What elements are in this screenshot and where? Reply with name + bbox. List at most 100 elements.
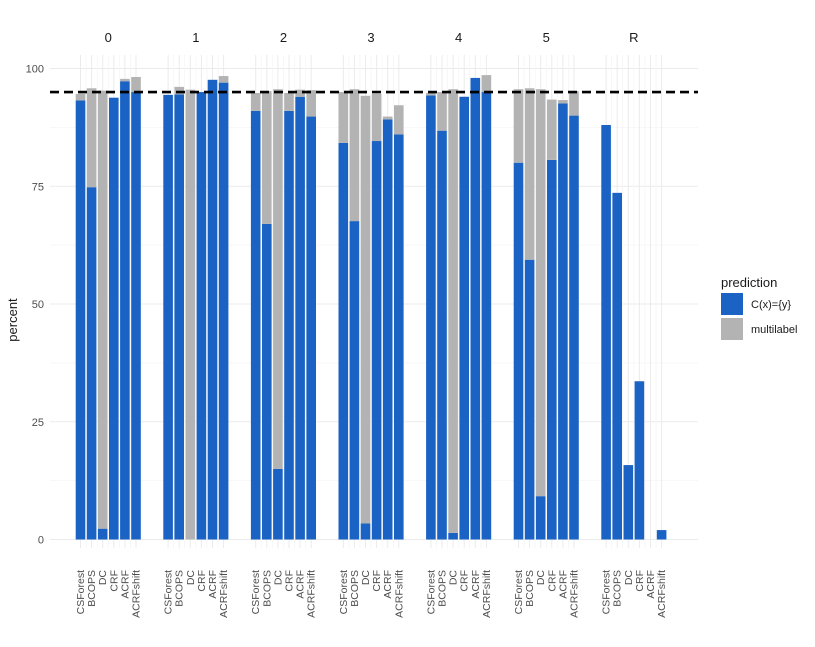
- bar-multilabel: [273, 89, 283, 469]
- x-tick-label: CRF: [634, 570, 646, 592]
- bar-exact: [338, 142, 349, 540]
- y-tick-label: 100: [26, 64, 44, 76]
- bar-exact: [75, 100, 86, 540]
- x-tick-label: ACRFshift: [306, 570, 318, 618]
- bar-exact: [131, 92, 141, 540]
- bar-exact: [174, 94, 184, 540]
- bar-exact: [250, 110, 261, 540]
- x-tick-label: BCOPS: [174, 570, 186, 607]
- y-axis-label: percent: [5, 298, 20, 342]
- x-tick-label: BCOPS: [524, 570, 536, 607]
- x-tick-label: DC: [448, 570, 460, 586]
- x-tick-label: CSForest: [75, 570, 87, 614]
- bar-exact: [612, 192, 622, 540]
- y-tick-label: 25: [32, 417, 44, 429]
- bars: [75, 75, 667, 540]
- x-tick-label: ACRFshift: [656, 570, 668, 618]
- facet-label: 1: [192, 30, 199, 45]
- bar-exact: [284, 110, 294, 540]
- bar-multilabel: [394, 105, 404, 135]
- x-tick-label: DC: [97, 570, 109, 586]
- bar-multilabel: [262, 91, 272, 224]
- bar-exact: [623, 465, 634, 540]
- bar-multilabel: [306, 90, 316, 117]
- bar-multilabel: [131, 76, 141, 93]
- bar-multilabel: [524, 88, 535, 260]
- facet-label: 0: [105, 30, 112, 45]
- x-tick-label: ACRF: [295, 570, 307, 599]
- bar-multilabel: [513, 89, 524, 163]
- x-tick-label: CSForest: [338, 570, 350, 614]
- x-tick-label: DC: [360, 570, 372, 586]
- bar-exact: [295, 96, 305, 540]
- x-tick-label: CRF: [371, 570, 383, 592]
- bar-exact: [120, 81, 130, 540]
- bar-exact: [634, 381, 645, 540]
- facet-label: 3: [367, 30, 374, 45]
- bar-multilabel: [448, 89, 458, 533]
- x-tick-label: BCOPS: [86, 570, 98, 607]
- bar-exact: [218, 82, 229, 540]
- bar-exact: [513, 162, 524, 540]
- x-tick-label: BCOPS: [437, 570, 449, 607]
- x-tick-label: BCOPS: [349, 570, 361, 607]
- x-tick-label: ACRF: [470, 570, 482, 599]
- bar-exact: [459, 96, 469, 540]
- bar-multilabel: [569, 91, 579, 116]
- x-tick-label: CRF: [284, 570, 296, 592]
- bar-multilabel: [120, 78, 130, 82]
- x-tick-label: DC: [623, 570, 635, 586]
- facet-label: 2: [280, 30, 287, 45]
- bar-exact: [196, 92, 207, 540]
- x-tick-label: DC: [535, 570, 547, 586]
- facet-label: 5: [543, 30, 550, 45]
- bar-exact: [371, 141, 382, 540]
- bar-multilabel: [535, 89, 546, 497]
- x-tick-label: ACRFshift: [218, 570, 230, 618]
- bar-exact: [558, 103, 568, 540]
- bar-exact: [470, 77, 481, 540]
- x-tick-label: ACRFshift: [131, 570, 143, 618]
- facet-label: 4: [455, 30, 462, 45]
- bar-exact: [524, 259, 535, 540]
- x-tick-label: BCOPS: [261, 570, 273, 607]
- bar-multilabel: [295, 89, 305, 97]
- bar-multilabel: [284, 92, 294, 111]
- bar-exact: [262, 223, 272, 540]
- x-tick-label: CRF: [196, 570, 208, 592]
- y-tick-label: 0: [38, 535, 44, 547]
- bar-exact: [394, 134, 404, 540]
- bar-multilabel: [338, 92, 349, 143]
- bar-multilabel: [437, 92, 447, 131]
- bar-exact: [349, 221, 360, 540]
- x-tick-label: CSForest: [425, 570, 437, 614]
- bar-multilabel: [481, 75, 492, 93]
- legend: prediction C(x)={y} multilabel: [721, 275, 797, 340]
- bar-exact: [163, 94, 173, 540]
- x-tick-label: ACRF: [207, 570, 219, 599]
- bar-exact: [273, 468, 283, 540]
- bar-multilabel: [97, 90, 108, 529]
- x-tick-label: DC: [272, 570, 284, 586]
- x-tick-label: ACRFshift: [481, 570, 493, 618]
- bar-multilabel: [382, 116, 393, 120]
- bar-multilabel: [349, 89, 360, 222]
- legend-label-exact: C(x)={y}: [751, 299, 791, 311]
- bar-exact: [426, 95, 436, 540]
- x-tick-label: DC: [185, 570, 197, 586]
- x-tick-label: CRF: [108, 570, 120, 592]
- x-tick-label: CRF: [546, 570, 558, 592]
- x-tick-label: CRF: [459, 570, 471, 592]
- x-tick-label: BCOPS: [612, 570, 624, 607]
- bar-exact: [448, 532, 458, 540]
- bar-multilabel: [426, 92, 436, 96]
- legend-swatch-exact: [721, 293, 743, 315]
- x-tick-label: ACRFshift: [393, 570, 405, 618]
- bar-exact: [86, 187, 97, 540]
- legend-swatch-multilabel: [721, 318, 743, 340]
- x-tick-label: CSForest: [250, 570, 262, 614]
- bar-multilabel: [75, 93, 86, 101]
- bar-multilabel: [86, 88, 97, 188]
